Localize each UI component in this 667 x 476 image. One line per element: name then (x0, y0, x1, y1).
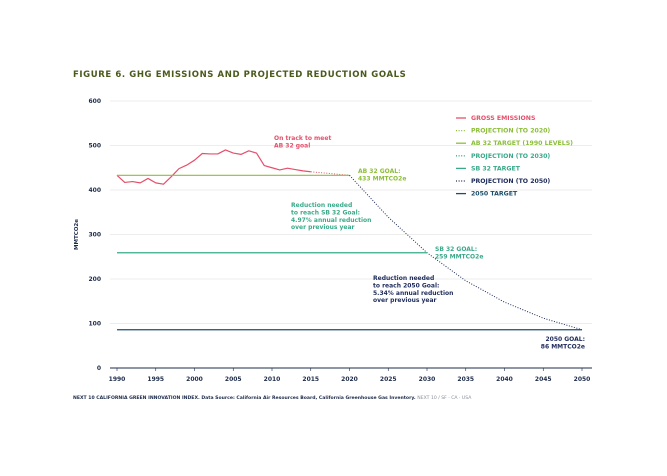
legend-label: PROJECTION (TO 2050) (471, 178, 550, 185)
annotation-on-track: AB 32 goal (274, 142, 310, 149)
series-lines (116, 149, 583, 331)
annotation-sb32-reduction: to reach SB 32 Goal: (291, 209, 360, 216)
figure-footer: NEXT 10 CALIFORNIA GREEN INNOVATION INDE… (73, 396, 471, 401)
legend-label: PROJECTION (TO 2020) (471, 128, 550, 135)
y-tick-label: 100 (88, 321, 101, 328)
x-tick-label: 1995 (147, 376, 164, 383)
annotation-sb32-goal: SB 32 GOAL: (435, 246, 477, 253)
x-tick-label: 2035 (457, 376, 474, 383)
annotation-2050-goal: 86 MMTCO2e (541, 343, 585, 350)
y-tick-label: 400 (88, 187, 101, 194)
legend-label: 2050 TARGET (471, 191, 518, 198)
annotation-2050-reduction: over previous year (373, 297, 437, 304)
annotation-sb32-reduction: over previous year (291, 224, 355, 231)
annotation-sb32-reduction: Reduction needed (291, 202, 352, 209)
footer-brand: NEXT 10 / SF · CA · USA (417, 396, 472, 401)
x-tick-label: 2020 (341, 376, 358, 383)
annotation-2050-goal: 2050 GOAL: (545, 336, 585, 343)
x-tick-label: 1990 (109, 376, 126, 383)
annotation-sb32-reduction: 4.97% annual reduction (291, 217, 371, 224)
annotation-2050-reduction: 5.34% annual reduction (373, 290, 453, 297)
y-tick-label: 500 (88, 143, 101, 150)
grid-lines (110, 100, 592, 369)
x-axis: 1990 1995 2000 2005 2010 2015 2020 2025 2030 2035… (109, 368, 591, 383)
y-tick-label: 200 (88, 276, 101, 283)
legend-label: PROJECTION (TO 2030) (471, 153, 550, 160)
footer-source: NEXT 10 CALIFORNIA GREEN INNOVATION INDE… (73, 396, 416, 401)
legend-label: GROSS EMISSIONS (471, 115, 535, 122)
annotation-sb32-goal: 259 MMTCO2e (435, 253, 483, 260)
y-tick-label: 300 (88, 232, 101, 239)
gross-emissions-line (116, 149, 311, 185)
annotation-ab32-goal: 433 MMTCO2e (358, 175, 406, 182)
x-tick-label: 2050 (574, 376, 591, 383)
annotation-2050-reduction: to reach 2050 Goal: (373, 282, 439, 289)
x-tick-label: 2000 (186, 376, 203, 383)
x-tick-label: 2005 (225, 376, 242, 383)
legend-label: AB 32 TARGET (1990 LEVELS) (471, 140, 573, 147)
legend: GROSS EMISSIONS PROJECTION (TO 2020) AB 32… (456, 115, 573, 198)
x-tick-label: 2030 (419, 376, 436, 383)
x-tick-label: 2010 (264, 376, 281, 383)
x-tick-label: 2040 (496, 376, 513, 383)
y-axis-label: MMTCO2e (74, 219, 80, 250)
annotation-ab32-goal: AB 32 GOAL: (358, 168, 400, 175)
annotation-on-track: On track to meet (274, 135, 331, 142)
x-tick-label: 2015 (302, 376, 319, 383)
y-axis: 0 100 200 300 400 500 600 MMTCO2e (74, 98, 101, 372)
y-tick-label: 0 (97, 365, 101, 372)
x-tick-label: 2025 (380, 376, 397, 383)
y-tick-label: 600 (88, 98, 101, 105)
x-tick-label: 2045 (535, 376, 552, 383)
annotation-2050-reduction: Reduction needed (373, 275, 434, 282)
figure-title: FIGURE 6. GHG EMISSIONS AND PROJECTED RE… (73, 70, 407, 80)
legend-label: SB 32 TARGET (471, 165, 521, 172)
